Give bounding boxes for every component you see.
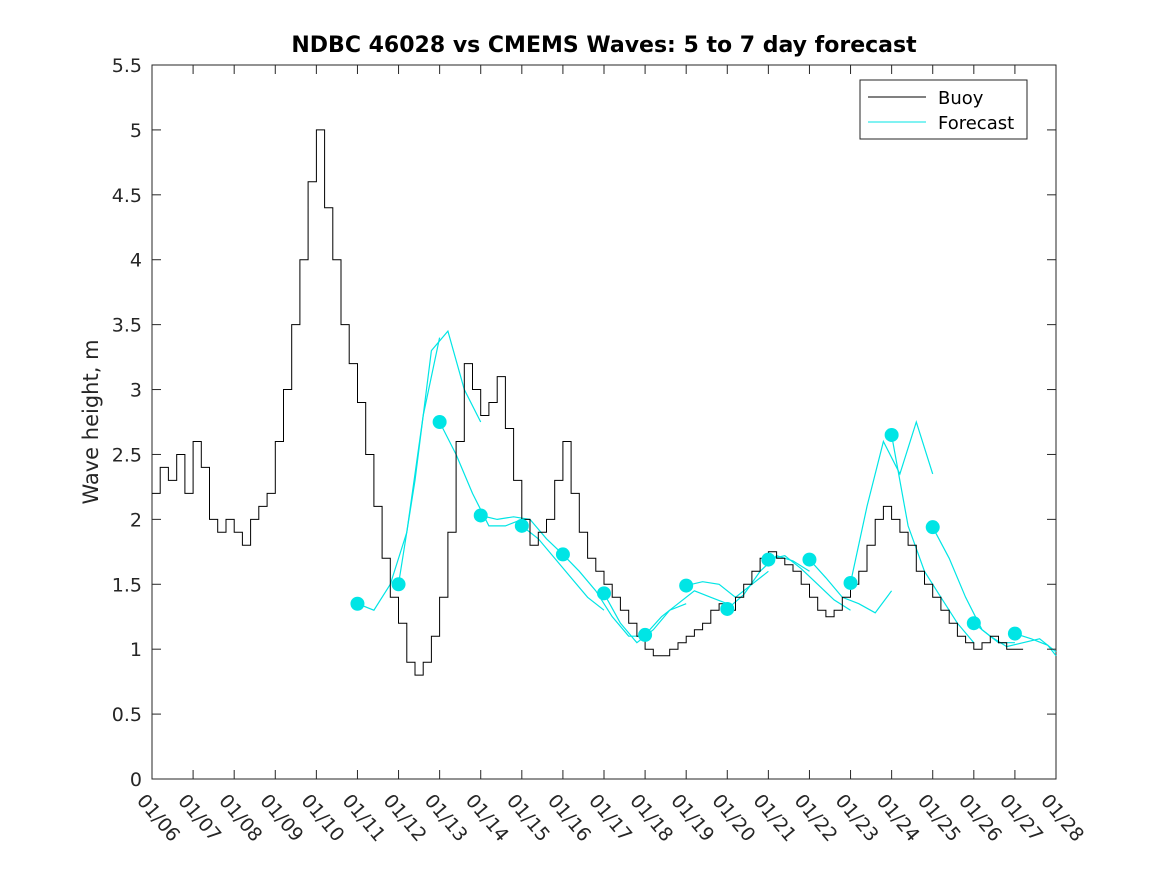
forecast-point	[884, 427, 899, 442]
forecast-point	[925, 520, 940, 535]
forecast-line	[521, 525, 605, 611]
forecast-line	[768, 555, 851, 611]
forecast-point	[555, 547, 570, 562]
buoy-series	[152, 129, 1024, 676]
y-tick-label: 2.5	[112, 444, 142, 466]
plot-area	[151, 64, 1057, 780]
forecast-point	[761, 552, 776, 567]
forecast-point	[638, 627, 653, 642]
forecast-point	[597, 586, 611, 601]
forecast-line	[397, 329, 482, 585]
y-tick-label: 2	[130, 509, 142, 531]
y-tick-label: 0	[130, 769, 142, 791]
y-tick-label: 4	[130, 250, 142, 272]
forecast-line	[849, 420, 934, 584]
forecast-point	[391, 577, 406, 592]
legend-label-forecast: Forecast	[938, 113, 1014, 134]
forecast-point	[720, 601, 735, 616]
y-tick-label: 0.5	[112, 704, 142, 726]
y-tick-label: 5	[130, 120, 142, 142]
forecast-line	[644, 590, 728, 636]
forecast-line	[809, 559, 893, 614]
forecast-point	[843, 575, 858, 590]
forecast-line	[1014, 633, 1057, 657]
forecast-point	[473, 508, 488, 523]
forecast-point	[679, 578, 694, 593]
forecast-point	[350, 596, 365, 611]
buoy-line	[152, 129, 1024, 676]
forecast-point	[966, 616, 981, 631]
y-tick-label: 3	[130, 380, 142, 402]
forecast-line	[973, 622, 1057, 653]
forecast-point	[514, 518, 529, 533]
y-axis: 0 0.5 1 1.5 2 2.5 3 3.5 4 4.5 5 5.5	[112, 55, 1056, 791]
y-tick-label: 5.5	[112, 55, 142, 77]
y-tick-label: 1.5	[112, 574, 142, 596]
y-axis-label: Wave height, m	[79, 339, 103, 504]
forecast-line	[686, 570, 769, 599]
y-tick-label: 3.5	[112, 315, 142, 337]
forecast-line	[357, 337, 441, 611]
chart-title: NDBC 46028 vs CMEMS Waves: 5 to 7 day fo…	[291, 33, 917, 58]
legend: Buoy Forecast	[859, 79, 1028, 140]
forecast-point	[802, 552, 817, 567]
y-tick-label: 4.5	[112, 185, 142, 207]
legend-box	[859, 79, 1028, 140]
y-tick-label: 1	[130, 639, 142, 661]
forecast-point	[432, 415, 447, 429]
axes-box	[151, 64, 1057, 780]
forecast-markers	[350, 415, 1022, 642]
forecast-point	[1007, 626, 1022, 641]
legend-label-buoy: Buoy	[938, 88, 984, 109]
